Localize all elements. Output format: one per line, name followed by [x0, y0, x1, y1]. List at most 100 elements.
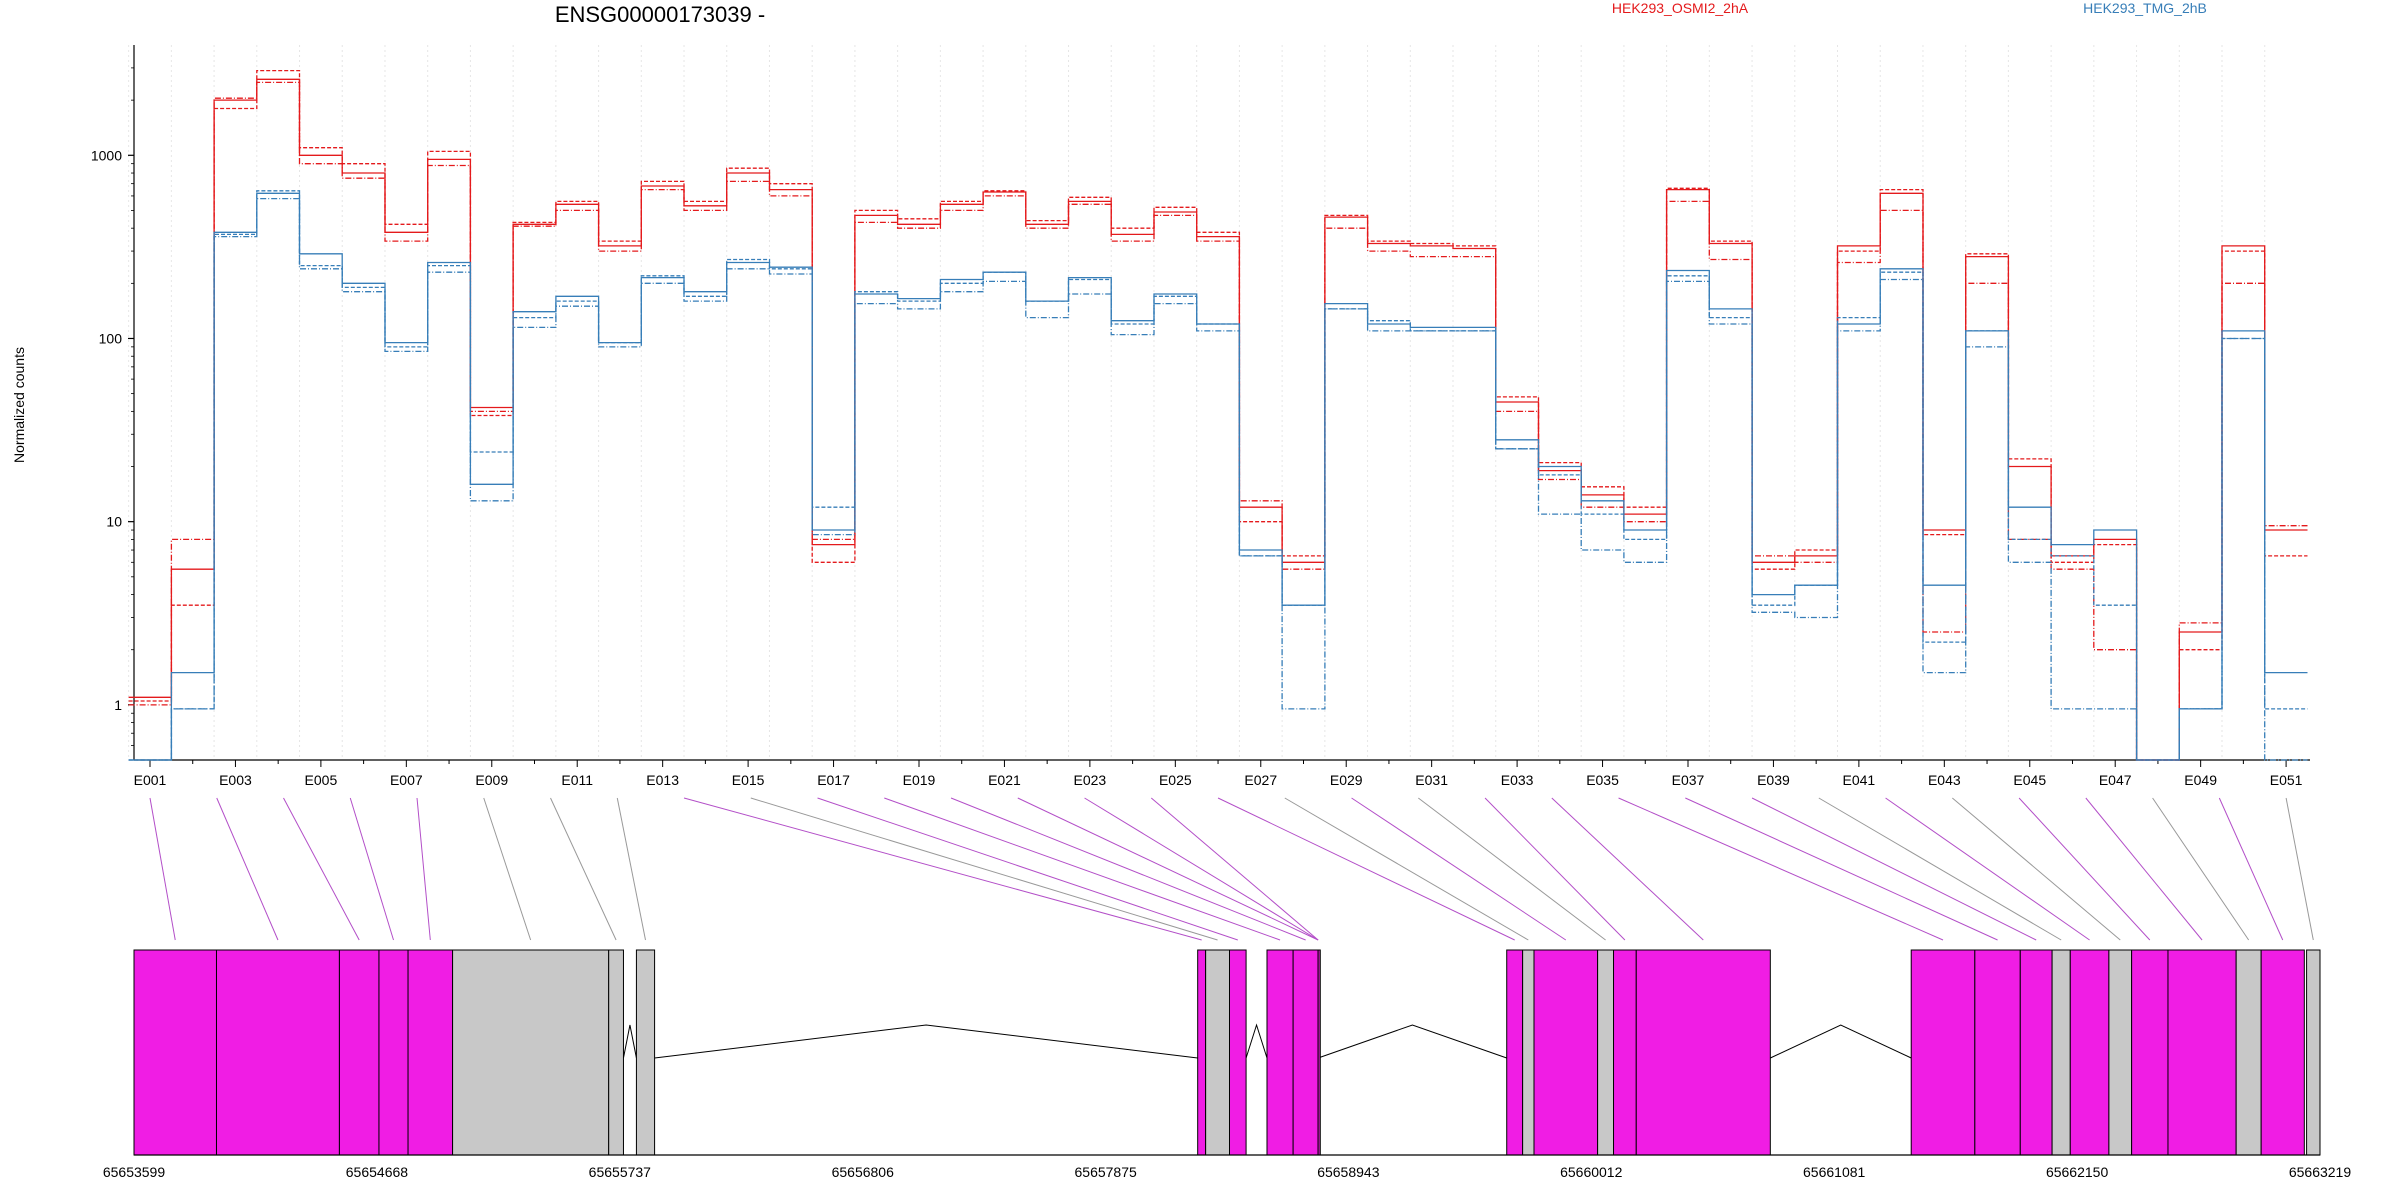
genomic-tick-label: 65662150: [2046, 1164, 2109, 1180]
exon-block: [1506, 949, 1524, 1156]
x-tick-label: E039: [1757, 772, 1790, 788]
genomic-tick-label: 65660012: [1560, 1164, 1623, 1180]
exon-block: [2051, 949, 2071, 1156]
intron-line: [1245, 1023, 1268, 1059]
x-tick-label: E035: [1586, 772, 1619, 788]
exon-connector: [1217, 797, 1515, 941]
x-tick-label: E007: [390, 772, 423, 788]
exon-block: [452, 949, 610, 1156]
exon-connector: [950, 797, 1306, 941]
x-tick-label: E051: [2270, 772, 2303, 788]
y-tick-label: 1: [114, 697, 122, 713]
exon-connector: [1017, 797, 1319, 941]
exon-block: [407, 949, 454, 1156]
exon-connector: [1952, 797, 2121, 941]
intron-line: [654, 1024, 1198, 1059]
x-tick-label: E025: [1159, 772, 1192, 788]
y-tick-label: 100: [99, 330, 123, 346]
x-tick-label: E045: [2013, 772, 2046, 788]
exon-block: [1910, 949, 1976, 1156]
exon-block: [1635, 949, 1771, 1156]
exon-block: [1522, 949, 1535, 1156]
x-tick-label: E011: [561, 772, 593, 788]
exon-block: [1205, 949, 1230, 1156]
exon-block: [1317, 949, 1321, 1156]
x-tick-label: E005: [305, 772, 338, 788]
exon-connector: [483, 797, 532, 941]
chart-title: ENSG00000173039 -: [555, 2, 765, 27]
exon-block: [2019, 949, 2053, 1156]
y-axis: 1 10 100 1000: [91, 45, 135, 761]
count-lines: [128, 69, 2308, 761]
exon-block: [2235, 949, 2262, 1156]
exon-block: [338, 949, 380, 1156]
exon-connector: [2152, 797, 2250, 941]
legend-osmi2: HEK293_OSMI2_2hA: [1612, 0, 1749, 16]
x-tick-label: E021: [988, 772, 1021, 788]
intron-line: [622, 1024, 637, 1059]
x-tick-label: E003: [219, 772, 252, 788]
exon-connector: [416, 797, 431, 941]
exon-connector: [1885, 797, 2090, 941]
x-tick-label: E033: [1501, 772, 1534, 788]
genomic-tick-label: 65656806: [832, 1164, 895, 1180]
x-axis: E001 E003 E005 E007 E009 E011 E013 E015 E017 E019…: [134, 759, 2310, 788]
exon-block: [1197, 949, 1207, 1156]
exon-block: [215, 949, 340, 1156]
exon-connector: [2018, 797, 2151, 941]
x-tick-label: E001: [134, 772, 167, 788]
intron-line: [1317, 1024, 1507, 1059]
legend-tmg: HEK293_TMG_2hB: [2083, 0, 2207, 16]
exon-connector: [1084, 797, 1319, 941]
series-line: [128, 197, 2308, 761]
exon-connector: [1484, 797, 1626, 941]
genomic-coordinate-axis: 65653599 65654668 65655737 65656806 65657875…: [103, 1154, 2352, 1180]
exon-connector: [149, 797, 176, 941]
exon-connector: [750, 797, 1218, 941]
exon-connector: [683, 797, 1202, 941]
exon-connector: [2085, 797, 2203, 941]
genomic-tick-label: 65663219: [2289, 1164, 2352, 1180]
genomic-tick-label: 65654668: [346, 1164, 409, 1180]
exon-connector: [1150, 797, 1319, 941]
exon-block: [1266, 949, 1294, 1156]
series-line: [128, 81, 2308, 761]
exon-block: [2306, 949, 2321, 1156]
x-tick-label: E023: [1074, 772, 1107, 788]
exon-connector: [2285, 797, 2314, 941]
exon-block: [378, 949, 409, 1156]
y-axis-label: Normalized counts: [11, 347, 27, 463]
exon-connector: [283, 797, 360, 941]
exon-connector: [616, 797, 646, 941]
exon-block: [133, 949, 217, 1156]
exon-block: [1533, 949, 1599, 1156]
exon-connector: [1351, 797, 1567, 941]
exon-block: [2260, 949, 2305, 1156]
x-tick-label: E019: [903, 772, 936, 788]
exon-block: [1292, 949, 1319, 1156]
gene-model: [133, 949, 2321, 1156]
series-line: [128, 78, 2308, 761]
exon-block: [1228, 949, 1247, 1156]
x-tick-label: E043: [1928, 772, 1961, 788]
x-tick-label: E049: [2184, 772, 2217, 788]
exon-gridlines: [128, 45, 2266, 760]
genomic-tick-label: 65661081: [1803, 1164, 1866, 1180]
genomic-tick-label: 65653599: [103, 1164, 166, 1180]
x-tick-label: E037: [1672, 772, 1705, 788]
y-tick-label: 1000: [91, 147, 122, 163]
series-line: [128, 190, 2308, 761]
x-tick-label: E047: [2099, 772, 2132, 788]
exon-block: [1974, 949, 2021, 1156]
exon-connector: [1551, 797, 1704, 941]
x-tick-label: E009: [475, 772, 508, 788]
exon-block: [1613, 949, 1637, 1156]
series-line: [128, 192, 2308, 761]
x-tick-label: E041: [1843, 772, 1876, 788]
x-tick-label: E017: [817, 772, 850, 788]
x-tick-label: E015: [732, 772, 765, 788]
x-tick-label: E029: [1330, 772, 1363, 788]
y-tick-label: 10: [106, 514, 122, 530]
genomic-tick-label: 65657875: [1075, 1164, 1138, 1180]
